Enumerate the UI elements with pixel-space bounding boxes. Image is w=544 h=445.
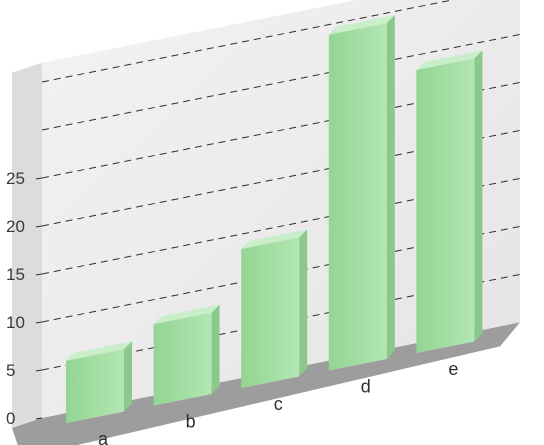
gridline — [41, 33, 521, 131]
y-tick-mark — [35, 177, 43, 180]
bar-side-face — [299, 229, 308, 377]
floor — [12, 322, 520, 445]
bar-top-face — [328, 15, 395, 35]
bar-front-face — [241, 237, 300, 389]
y-tick-mark — [35, 417, 43, 420]
bar-front-face — [66, 349, 124, 424]
bar-side-face — [386, 15, 395, 360]
bar-top-face — [66, 341, 132, 361]
bar-top-face — [241, 229, 308, 249]
gridline — [41, 0, 455, 83]
y-tick-label: 0 — [6, 409, 15, 428]
bar-a — [66, 341, 132, 424]
bar-side-face — [211, 304, 220, 395]
category-label: c — [274, 394, 283, 414]
bar-top-face — [416, 50, 483, 70]
bar-d — [328, 15, 395, 371]
bar-front-face — [328, 23, 387, 371]
y-tick-label: 10 — [6, 313, 25, 332]
category-label: a — [98, 429, 109, 445]
wall-side-panel — [12, 62, 42, 429]
y-tick-label: 5 — [6, 361, 15, 380]
bar-b — [153, 304, 220, 406]
category-label: b — [186, 412, 196, 432]
y-tick-label: 15 — [6, 265, 25, 284]
y-tick-mark — [35, 225, 43, 228]
bar-front-face — [153, 312, 212, 406]
back-wall — [42, 0, 520, 418]
category-label: d — [361, 377, 371, 397]
bar-side-face — [474, 50, 483, 342]
gridline — [41, 81, 521, 179]
bar-side-face — [124, 341, 132, 412]
bar-front-face — [416, 58, 475, 354]
bar-e — [416, 50, 483, 354]
y-tick-label: 20 — [6, 217, 25, 236]
y-tick-mark — [35, 321, 43, 324]
gridline — [41, 129, 521, 227]
y-tick-label: 25 — [6, 169, 25, 188]
y-tick-mark — [35, 369, 43, 372]
y-tick-mark — [35, 273, 43, 276]
category-label: e — [448, 359, 458, 379]
bar-top-face — [153, 304, 220, 325]
bar-c — [241, 229, 308, 389]
gridline — [41, 177, 521, 275]
